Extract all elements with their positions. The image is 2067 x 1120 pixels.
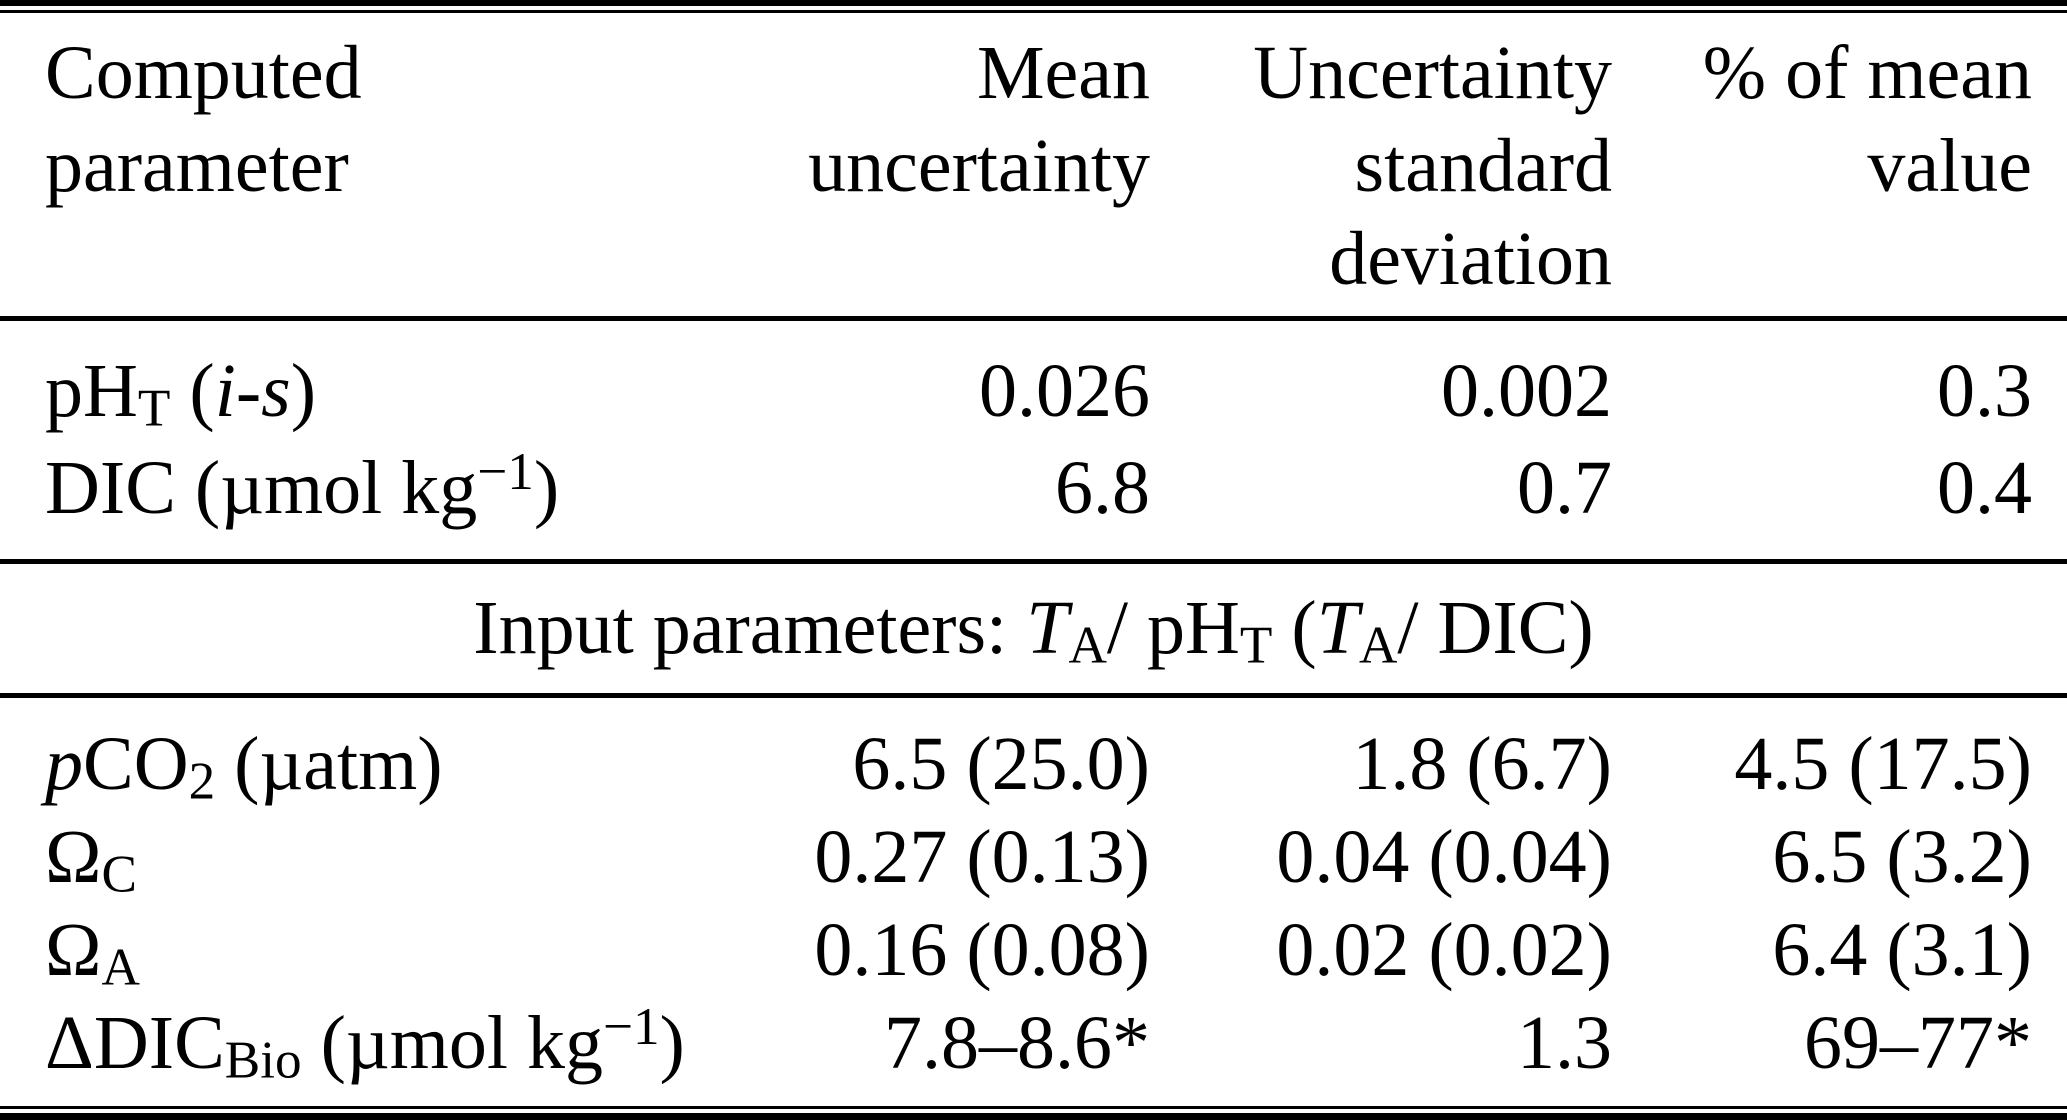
column-header-mean-uncertainty: Mean uncertainty (808, 31, 1150, 208)
uncertainty-sd-cell: 1.3 (1517, 1001, 1612, 1085)
percent-mean-cell: 6.4 (3.1) (1772, 908, 2032, 992)
table-section-input-params: pCO2 (µatm) 6.5 (25.0) 1.8 (6.7) 4.5 (17… (0, 698, 2067, 1096)
percent-mean-cell: 0.3 (1937, 349, 2032, 433)
uncertainty-sd-cell: 1.8 (6.7) (1352, 722, 1612, 806)
section-header-row: Input parameters: TA/ pHT (TA/ DIC) (0, 564, 2067, 698)
uncertainty-sd-cell: 0.02 (0.02) (1276, 908, 1612, 992)
parameter-cell: pCO2 (µatm) (45, 722, 443, 811)
parameter-cell: ΔDICBio (µmol kg−1) (45, 997, 685, 1090)
uncertainty-sd-cell: 0.04 (0.04) (1276, 815, 1612, 899)
percent-mean-cell: 0.4 (1937, 446, 2032, 530)
mean-uncertainty-cell: 0.026 (979, 349, 1150, 433)
uncertainty-sd-cell: 0.002 (1441, 349, 1612, 433)
table-top-rule-thin (0, 10, 2067, 13)
column-header-percent-of-mean: % of mean value (1702, 31, 2032, 208)
parameter-cell: ΩA (45, 908, 140, 997)
percent-mean-cell: 69–77* (1804, 1001, 2032, 1085)
table-bottom-spacer (0, 1096, 2067, 1106)
mean-uncertainty-cell: 0.27 (0.13) (814, 815, 1150, 899)
mean-uncertainty-cell: 6.5 (25.0) (852, 722, 1150, 806)
table-bottom-rule-thick (0, 1113, 2067, 1120)
mean-uncertainty-cell: 7.8–8.6* (884, 1001, 1150, 1085)
uncertainty-sd-cell: 0.7 (1517, 446, 1612, 530)
parameter-cell: ΩC (45, 815, 137, 904)
table-bottom-rule-thin (0, 1106, 2067, 1109)
table-top-rule-thick (0, 0, 2067, 6)
parameter-cell: pHT (i-s) (45, 349, 317, 438)
parameter-cell: DIC (µmol kg−1) (45, 442, 560, 530)
column-header-computed-parameter: Computed parameter (45, 31, 362, 208)
section-header-input-parameters: Input parameters: TA/ pHT (TA/ DIC) (473, 586, 1594, 675)
mean-uncertainty-cell: 0.16 (0.08) (814, 908, 1150, 992)
percent-mean-cell: 4.5 (17.5) (1734, 722, 2032, 806)
mean-uncertainty-cell: 6.8 (1055, 446, 1150, 530)
table-section-computed: pHT (i-s) 0.026 0.002 0.3 DIC (µmol kg−1… (0, 321, 2067, 564)
column-header-uncertainty-sd: Uncertainty standard deviation (1253, 31, 1612, 301)
table-header-row: Computed parameter Mean uncertainty Uncert… (0, 13, 2067, 321)
percent-mean-cell: 6.5 (3.2) (1772, 815, 2032, 899)
